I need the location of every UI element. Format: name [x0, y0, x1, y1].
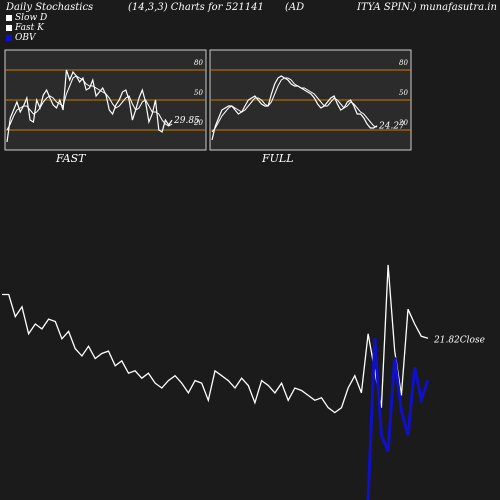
legend-slow-d: Slow D: [6, 13, 47, 23]
full-last-value: 24.27: [378, 122, 405, 132]
legend-label-slow-d: Slow D: [15, 13, 48, 23]
legend-label-obv: OBV: [15, 33, 36, 43]
fast-tick-label: 20: [193, 119, 203, 127]
close-value-label: 21.82Close: [433, 335, 485, 345]
fast-series-fast-k: [6, 69, 173, 143]
full-tick-label: 80: [399, 59, 408, 67]
full-series-full-d: [211, 77, 378, 133]
legend-swatch-slow-d: [6, 14, 12, 21]
obv-line: [366, 337, 430, 500]
chart-params: (14,3,3) Charts for 521141: [128, 2, 264, 13]
legend-swatch-fast-k: [6, 24, 12, 31]
panel-label-fast: FAST: [56, 152, 86, 165]
legend-label-fast-k: Fast K: [15, 23, 44, 33]
legend-swatch-obv: [6, 34, 12, 41]
close-price-line: [2, 264, 429, 414]
full-series-full-k: [211, 75, 378, 141]
chart-title: Daily Stochastics: [6, 2, 94, 13]
fast-tick-label: 80: [194, 59, 203, 67]
full-tick-label: 20: [398, 119, 408, 127]
stock-name-site: ITYA SPIN.) munafasutra.in: [357, 2, 497, 13]
fast-series-slow-d: [6, 75, 173, 131]
fast-tick-label: 50: [194, 89, 203, 97]
legend-obv: OBV: [6, 33, 36, 43]
fast-last-value: 29.85: [173, 116, 200, 126]
full-tick-label: 50: [399, 89, 408, 97]
stock-name-part: (AD: [285, 2, 305, 13]
panel-label-full: FULL: [262, 152, 294, 165]
price-panel: 21.82Close: [2, 264, 485, 500]
legend-fast-k: Fast K: [6, 23, 44, 33]
